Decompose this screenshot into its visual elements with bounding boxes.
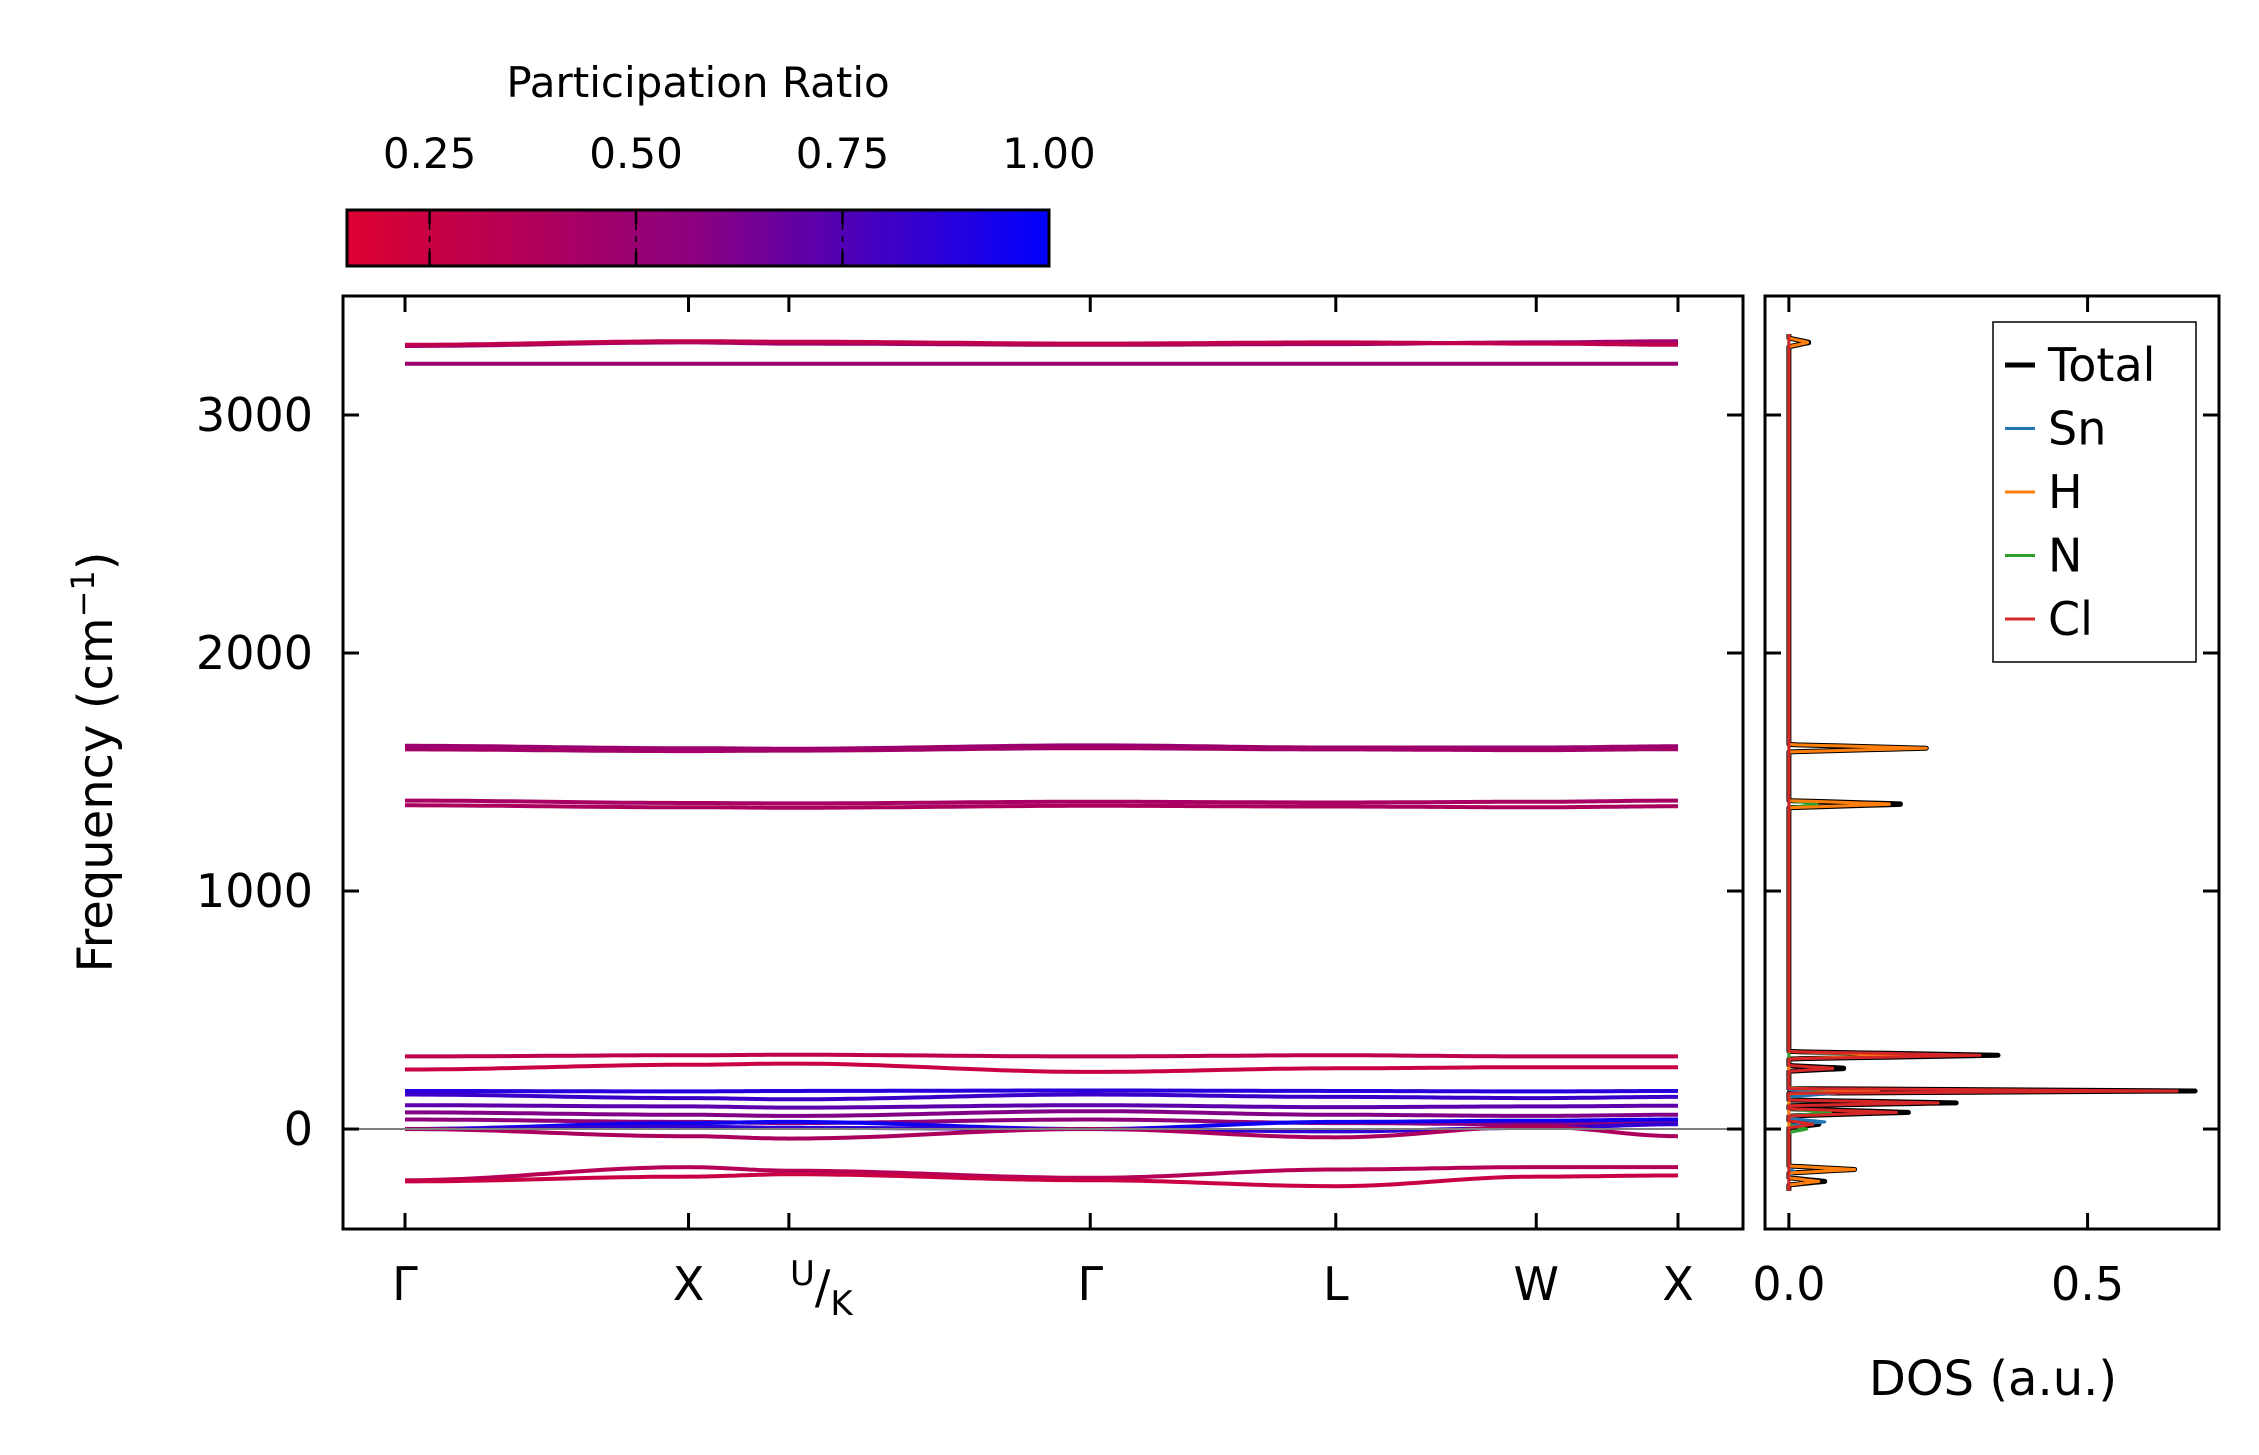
band-line bbox=[405, 803, 1678, 810]
band-line bbox=[405, 1061, 1678, 1074]
dos-x-tick-label: 0.5 bbox=[2051, 1257, 2124, 1311]
k-point-label: W bbox=[1513, 1257, 1558, 1311]
y-tick-label: 0 bbox=[284, 1102, 313, 1156]
colorbar-tick-label: 0.75 bbox=[796, 129, 890, 178]
colorbar-ticks: 0.25 0.50 0.75 1.00 bbox=[383, 129, 1096, 266]
dos-ticks: 0.0 0.5 bbox=[1752, 296, 2219, 1311]
k-point-label: Γ bbox=[392, 1257, 418, 1311]
band-line bbox=[405, 1103, 1678, 1110]
dos-x-axis-label: DOS (a.u.) bbox=[1869, 1351, 2117, 1407]
band-line bbox=[405, 798, 1678, 806]
band-line bbox=[405, 746, 1678, 754]
colorbar-tick-label: 0.50 bbox=[589, 129, 683, 178]
y-axis-label: Frequency (cm−1) bbox=[64, 551, 124, 972]
legend-label: Total bbox=[2047, 338, 2155, 392]
legend-label: H bbox=[2048, 465, 2083, 519]
dos-plot: 0.0 0.5 DOS (a.u.) Total Sn HN Cl bbox=[1752, 294, 2221, 1407]
colorbar-gradient bbox=[345, 208, 1051, 268]
k-point-label: X bbox=[1662, 1257, 1694, 1311]
legend-label: Sn bbox=[2048, 402, 2106, 456]
band-line bbox=[405, 1092, 1678, 1102]
dos-x-tick-label: 0.0 bbox=[1752, 1257, 1825, 1311]
colorbar-title: Participation Ratio bbox=[506, 58, 889, 107]
band-axes-frame bbox=[341, 294, 1745, 1231]
dos-legend: Total Sn HN Cl bbox=[1992, 321, 2197, 663]
band-line bbox=[405, 1052, 1678, 1059]
uk-label: U/K bbox=[790, 1254, 854, 1324]
colorbar-tick-label: 1.00 bbox=[1002, 129, 1096, 178]
k-point-label: L bbox=[1323, 1257, 1349, 1311]
dos-series-sn bbox=[1787, 333, 1839, 1192]
dos-series-cl bbox=[1787, 333, 2179, 1192]
legend-label: Cl bbox=[2048, 592, 2093, 646]
dos-series-n bbox=[1787, 333, 1851, 1192]
band-line bbox=[405, 1088, 1678, 1094]
k-point-label: X bbox=[673, 1257, 705, 1311]
band-lines bbox=[404, 339, 1679, 1189]
y-tick-label: 2000 bbox=[196, 626, 313, 680]
colorbar-tick-label: 0.25 bbox=[383, 129, 477, 178]
y-tick-label: 3000 bbox=[196, 388, 313, 442]
colorbar: Participation Ratio 0.25 0.50 0.75 1.00 bbox=[345, 58, 1096, 268]
legend-label: N bbox=[2048, 529, 2082, 583]
y-axis-ticks: 0 1000 2000 3000 bbox=[196, 388, 1743, 1156]
dos-curves bbox=[1786, 332, 2198, 1193]
band-line bbox=[405, 339, 1678, 347]
band-line bbox=[405, 1109, 1678, 1118]
band-line bbox=[405, 743, 1678, 751]
band-line bbox=[405, 1172, 1679, 1189]
k-point-label: Γ bbox=[1077, 1257, 1103, 1311]
dos-axes-frame bbox=[1763, 294, 2221, 1231]
y-tick-label: 1000 bbox=[196, 864, 313, 918]
dos-series-h bbox=[1787, 333, 1928, 1192]
band-line bbox=[405, 1165, 1678, 1183]
band-structure-plot: 0 1000 2000 3000 Γ X Γ L W X U/K Frequency (cm−1… bbox=[64, 294, 1745, 1324]
